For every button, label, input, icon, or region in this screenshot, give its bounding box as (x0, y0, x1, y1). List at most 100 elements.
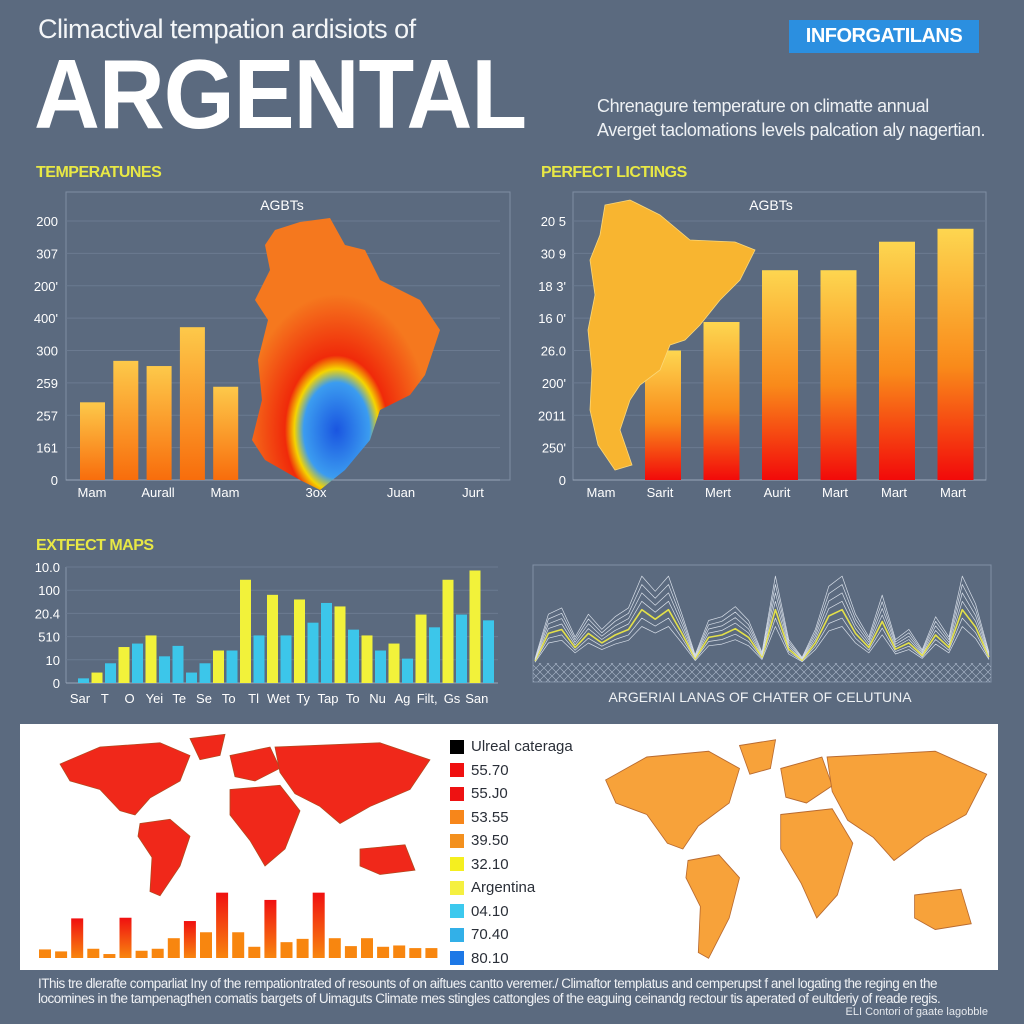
x-tick-label: Juan (387, 485, 415, 500)
credit: ELI Contori of gaate lagobble (845, 1006, 989, 1018)
x-tick-label: Aurall (141, 485, 174, 500)
x-tick-label: Mart (940, 485, 966, 500)
series-line (534, 575, 990, 659)
legend-item: 32.10 (450, 853, 573, 877)
bar (80, 402, 105, 480)
legend-item: Ulreal cateraga (450, 735, 573, 759)
y-tick-label: 200 (36, 214, 58, 229)
bar-cyan (226, 650, 238, 683)
legend-swatch (450, 927, 464, 942)
bar (55, 951, 68, 958)
bar-yellow (118, 647, 130, 683)
y-tick-label: 20 5 (541, 214, 566, 229)
bar-yellow (361, 635, 373, 683)
bar (135, 950, 148, 958)
section-heading-extfect-maps: EXTFECT MAPS (36, 537, 154, 554)
bar (377, 946, 390, 958)
x-tick-label: Tl (248, 691, 259, 706)
bar-cyan (172, 645, 184, 683)
description-line: Chrenagure temperature on climatte annua… (597, 96, 929, 116)
legend-swatch (450, 904, 464, 919)
y-tick-label: 0 (559, 473, 566, 488)
y-tick-label: 200' (542, 376, 566, 391)
x-tick-label: Mam (211, 485, 240, 500)
bar (296, 938, 309, 958)
bar-yellow (388, 643, 400, 683)
y-tick-label: 16 0' (538, 311, 566, 326)
x-tick-label: 3ox (306, 485, 327, 500)
x-tick-label: O (125, 691, 135, 706)
bar (762, 270, 798, 480)
bar-cyan (348, 629, 359, 683)
description: Chrenagure temperature on climatte annua… (597, 94, 986, 142)
x-tick-label: Nu (369, 691, 386, 706)
footer-text: IThis tre dlerafte comparliat Iny of the… (38, 976, 941, 1006)
legend-swatch (450, 786, 464, 801)
section-heading-perfect-lictings: PERFECT LICTINGS (541, 164, 687, 181)
bar-cyan (186, 672, 197, 683)
legend-item: 04.10 (450, 900, 573, 924)
bar-cyan (483, 620, 494, 683)
x-tick-label: Mam (78, 485, 107, 500)
x-tick-label: To (346, 691, 360, 706)
chart-caption: ARGERIAI LANAS OF CHATER OF CELUTUNA (608, 689, 912, 705)
bar-cyan (321, 602, 332, 683)
bar (361, 938, 373, 958)
x-tick-label: Mam (587, 485, 616, 500)
x-tick-label: Filt, (417, 691, 438, 706)
bar-yellow (294, 599, 305, 683)
y-tick-label: 200' (34, 279, 58, 294)
legend-label: Ulreal cateraga (471, 738, 573, 756)
world-map-left (59, 733, 431, 897)
bar-yellow (240, 579, 251, 683)
bar (248, 946, 261, 958)
x-tick-label: Jurt (462, 485, 484, 500)
x-tick-label: Mart (822, 485, 848, 500)
argentina-temperature-map (252, 218, 440, 490)
legend-swatch (450, 880, 464, 895)
legend-label: 55.J0 (471, 785, 508, 803)
bar-yellow (469, 570, 481, 683)
x-tick-label: Se (196, 691, 212, 706)
bar (113, 360, 139, 480)
legend-label: 39.50 (471, 832, 509, 850)
bar-yellow (267, 594, 278, 683)
y-tick-label: 259 (36, 376, 58, 391)
legend-swatch (450, 739, 464, 754)
bar (425, 948, 438, 958)
legend-swatch (450, 833, 464, 848)
chart-perfect-lictings: AGBTs 20 5 30 9 18 3' 16 0' 26.0 200' 2011 250'… (538, 191, 987, 500)
x-tick-label: T (101, 691, 109, 706)
y-tick-label: 300 (36, 344, 58, 359)
world-map-panel: Ulreal cateraga 55.70 55.J0 53.55 39.50 32.10… (20, 724, 998, 970)
world-map-right (605, 739, 988, 959)
bar-yellow (91, 672, 103, 683)
bar (328, 938, 341, 958)
legend-label: 80.10 (471, 949, 509, 967)
legend-label: 53.55 (471, 808, 509, 826)
x-tick-label: Sarit (647, 485, 674, 500)
bar-cyan (159, 656, 170, 683)
legend-item: 80.10 (450, 947, 573, 971)
section-heading-temperatures: TEMPERATUNES (36, 164, 162, 181)
bar-yellow (213, 650, 224, 683)
legend: Ulreal cateraga 55.70 55.J0 53.55 39.50 32.10… (450, 735, 573, 970)
bar-yellow (442, 579, 454, 683)
bar-cyan (307, 622, 319, 683)
legend-swatch (450, 763, 464, 778)
bar (146, 366, 172, 480)
bar-yellow (415, 614, 427, 683)
mesh-band (533, 663, 991, 682)
y-tick-label: 0 (53, 676, 60, 691)
bar (879, 241, 915, 480)
bar-cyan (199, 663, 211, 683)
series-line (534, 626, 990, 663)
bar-cyan (132, 643, 143, 683)
description-line: Averget taclomations levels palcation al… (597, 120, 986, 140)
bar (409, 948, 422, 958)
bar (71, 918, 84, 958)
y-tick-label: 18 3' (538, 279, 566, 294)
series-line (534, 592, 990, 661)
x-tick-label: Ag (394, 691, 410, 706)
